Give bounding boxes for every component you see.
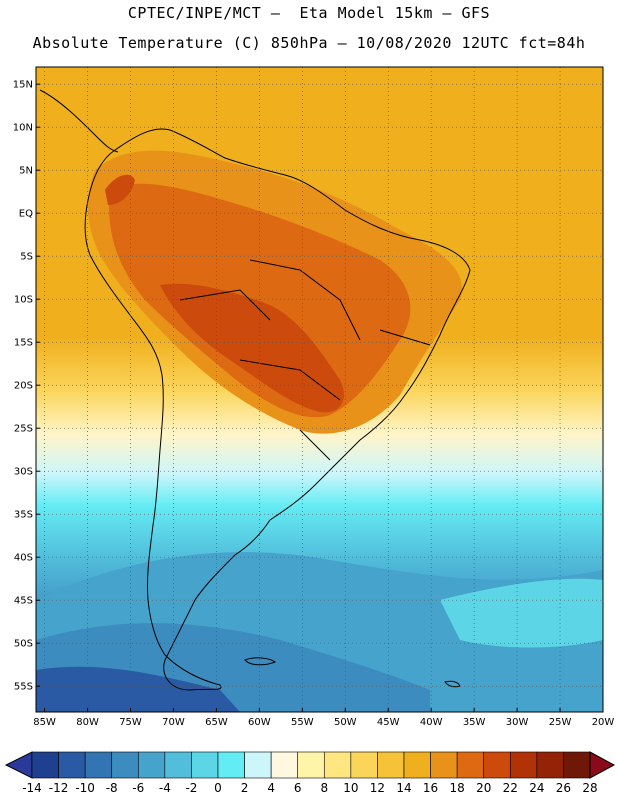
colorbar-swatch — [137, 751, 166, 779]
longitude-labels: 85W 80W 75W 70W 65W 60W 55W 50W 45W 40W 35W 30W 25W 2… — [33, 708, 614, 728]
colorbar-swatch — [244, 751, 272, 779]
title-line-1: CPTEC/INPE/MCT – Eta Model 15km – GFS — [127, 4, 491, 22]
warm-zone-andes-north — [105, 174, 135, 205]
latitude-label: 40S — [14, 553, 33, 564]
longitude-label: 35W — [463, 717, 486, 728]
colorbar-swatch — [456, 751, 485, 779]
cold-zone-minus-2 — [440, 578, 603, 648]
colorbar-label: 22 — [503, 781, 518, 795]
latitude-label: 25S — [14, 424, 33, 435]
latitude-label: EQ — [19, 209, 33, 220]
latitude-label: 55S — [14, 682, 33, 693]
colorbar-label: 20 — [476, 781, 491, 795]
longitude-label: 70W — [162, 717, 185, 728]
colorbar-label: 12 — [370, 781, 385, 795]
colorbar-swatch — [403, 751, 431, 779]
longitude-label: 30W — [506, 717, 529, 728]
colorbar-swatch — [323, 751, 352, 779]
colorbar-swatch — [111, 751, 139, 779]
latitude-labels: 15N 10N 5N EQ 5S 10S 15S 20S 25S 30S 35S 40S 45S 50S 5… — [13, 80, 40, 693]
colorbar-label: -2 — [185, 781, 197, 795]
longitude-label: 75W — [119, 717, 142, 728]
longitude-label: 25W — [549, 717, 572, 728]
colorbar-label: -4 — [159, 781, 171, 795]
colorbar-swatch — [483, 751, 511, 779]
longitude-label: 80W — [76, 717, 99, 728]
colorbar-swatches — [4, 751, 616, 779]
colorbar-swatch — [217, 751, 245, 779]
field-layer — [36, 67, 603, 712]
latitude-label: 35S — [14, 510, 33, 521]
temperature-map: 15N 10N 5N EQ 5S 10S 15S 20S 25S 30S 35S 40S 45S 50S 5… — [13, 66, 614, 728]
colorbar-label: 14 — [396, 781, 411, 795]
colorbar-swatch — [509, 751, 538, 779]
warm-zone-24 — [160, 283, 344, 413]
latitude-label: 5S — [20, 252, 33, 263]
colorbar-swatch — [430, 751, 458, 779]
colorbar-swatch — [164, 751, 192, 779]
colorbar-swatch — [297, 751, 325, 779]
colorbar-swatch — [536, 751, 564, 779]
coastlines — [39, 89, 471, 691]
colorbar-label: 16 — [423, 781, 438, 795]
longitude-label: 20W — [592, 717, 615, 728]
cold-zone-minus-12 — [36, 666, 240, 712]
central-america-coast — [39, 89, 119, 153]
latitude-label: 5N — [19, 166, 33, 177]
colorbar-max-arrow — [589, 751, 616, 779]
latitude-label: 15S — [14, 338, 33, 349]
colorbar-swatch — [350, 751, 378, 779]
colorbar-label: -8 — [106, 781, 118, 795]
latitude-label: 20S — [14, 381, 33, 392]
colorbar-swatch — [270, 751, 299, 779]
colorbar-label: -10 — [75, 781, 95, 795]
colorbar-label: 4 — [267, 781, 275, 795]
warm-zone-22 — [109, 183, 411, 418]
colorbar-label: -6 — [132, 781, 144, 795]
colorbar-label: 24 — [529, 781, 544, 795]
colorbar-label: -14 — [22, 781, 42, 795]
title-line-2: Absolute Temperature (C) 850hPa – 10/08/… — [32, 34, 586, 52]
latitude-label: 10S — [14, 295, 33, 306]
colorbar-label: -12 — [49, 781, 69, 795]
graticule — [36, 67, 603, 712]
latitude-label: 10N — [13, 123, 33, 134]
colorbar-swatch — [191, 751, 219, 779]
plot-frame — [35, 66, 604, 713]
colorbar-label: 28 — [582, 781, 597, 795]
south-america-coast — [84, 128, 471, 691]
colorbar-label: 26 — [556, 781, 571, 795]
colorbar-label: 18 — [450, 781, 465, 795]
colorbar-swatch — [84, 751, 113, 779]
latitude-label: 30S — [14, 467, 33, 478]
latitude-label: 15N — [13, 80, 33, 91]
colorbar-swatch — [58, 751, 86, 779]
longitude-label: 85W — [33, 717, 56, 728]
colorbar-min-arrow — [4, 751, 33, 779]
longitude-label: 50W — [334, 717, 357, 728]
colorbar-label: 10 — [343, 781, 358, 795]
latitude-label: 50S — [14, 639, 33, 650]
colorbar-swatch — [31, 751, 59, 779]
falkland-islands — [244, 657, 276, 666]
country-borders — [179, 259, 431, 461]
longitude-label: 40W — [420, 717, 443, 728]
colorbar-label: 6 — [294, 781, 302, 795]
colorbar-labels: -14 -12 -10 -8 -6 -4 -2 0 2 4 6 8 10 12 14 16 18 20 22 24 26… — [22, 781, 597, 795]
longitude-label: 60W — [248, 717, 271, 728]
colorbar-label: 0 — [214, 781, 222, 795]
longitude-label: 45W — [377, 717, 400, 728]
colorbar-swatch — [563, 751, 591, 779]
colorbar-swatch — [377, 751, 405, 779]
latitude-label: 45S — [14, 596, 33, 607]
colorbar-label: 2 — [241, 781, 249, 795]
colorbar: -14 -12 -10 -8 -6 -4 -2 0 2 4 6 8 10 12 14 16 18 20 22 24 26… — [4, 751, 616, 795]
colorbar-label: 8 — [320, 781, 328, 795]
longitude-label: 55W — [291, 717, 314, 728]
longitude-label: 65W — [205, 717, 228, 728]
